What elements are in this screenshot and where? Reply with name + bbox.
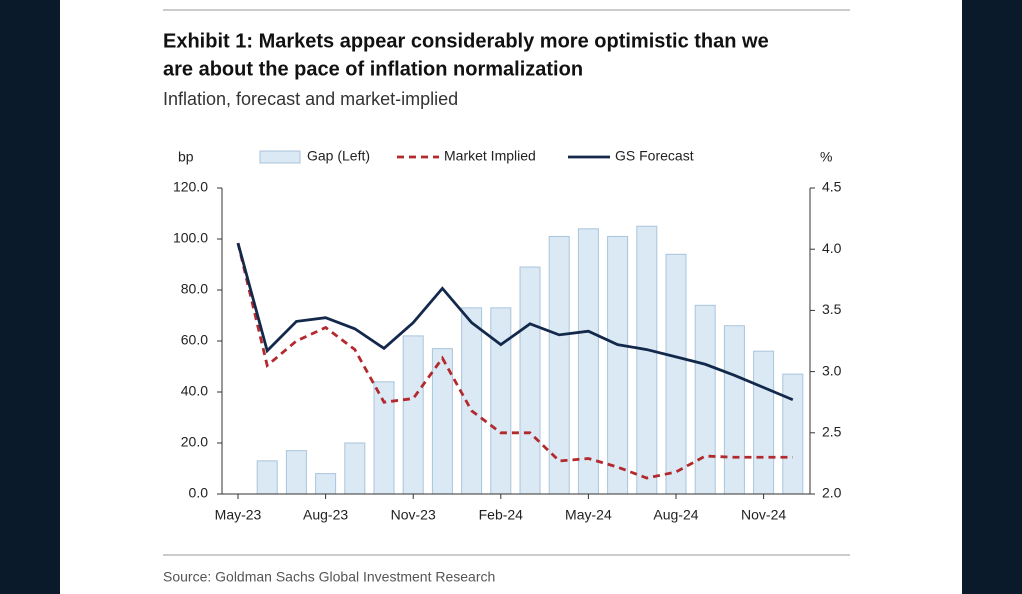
y-tick-label: 40.0 [181,383,208,399]
bar [285,450,307,495]
x-tick-label: Nov-24 [741,507,786,523]
legend-swatch [259,150,301,164]
y-tick-label: 20.0 [181,434,208,450]
x-tick-label: May-23 [215,507,262,523]
chart-title: Exhibit 1: Markets appear considerably m… [163,30,769,52]
legend-label: Market Implied [444,148,536,164]
y-axis-label: bp [178,149,194,165]
bar [694,304,716,495]
y-tick-label: 120.0 [173,179,208,195]
bar [519,266,541,495]
legend-label: GS Forecast [615,148,694,164]
y-tick-label: 100.0 [173,230,208,246]
x-tick-label: Aug-23 [303,507,348,523]
y2-tick-label: 3.5 [822,301,842,317]
legend-label: Gap (Left) [307,148,370,164]
panel [60,0,962,594]
bar [636,225,658,495]
chart-title: are about the pace of inflation normaliz… [163,58,583,80]
bar [315,473,337,495]
bar [723,325,745,495]
x-tick-label: Aug-24 [653,507,698,523]
bar [782,373,804,495]
y2-tick-label: 2.5 [822,424,842,440]
y-tick-label: 60.0 [181,332,208,348]
x-tick-label: Feb-24 [479,507,524,523]
line-series [236,242,794,402]
bar [344,442,366,495]
bar [607,235,629,495]
y2-tick-label: 2.0 [822,485,842,501]
y2-tick-label: 3.0 [822,362,842,378]
bar [665,253,687,495]
chart-subtitle: Inflation, forecast and market-implied [163,89,458,109]
bar [256,460,278,495]
x-tick-label: Nov-23 [391,507,436,523]
y2-tick-label: 4.0 [822,240,842,256]
y2-axis-label: % [820,149,832,165]
y2-tick-label: 4.5 [822,179,842,195]
y-tick-label: 0.0 [189,485,209,501]
x-tick-label: May-24 [565,507,612,523]
bar [402,335,424,495]
bar [577,228,599,495]
bar [753,350,775,495]
line-series [236,242,793,480]
y-tick-label: 80.0 [181,281,208,297]
bar [373,381,395,495]
bar [490,307,512,495]
source: Source: Goldman Sachs Global Investment … [163,569,495,585]
